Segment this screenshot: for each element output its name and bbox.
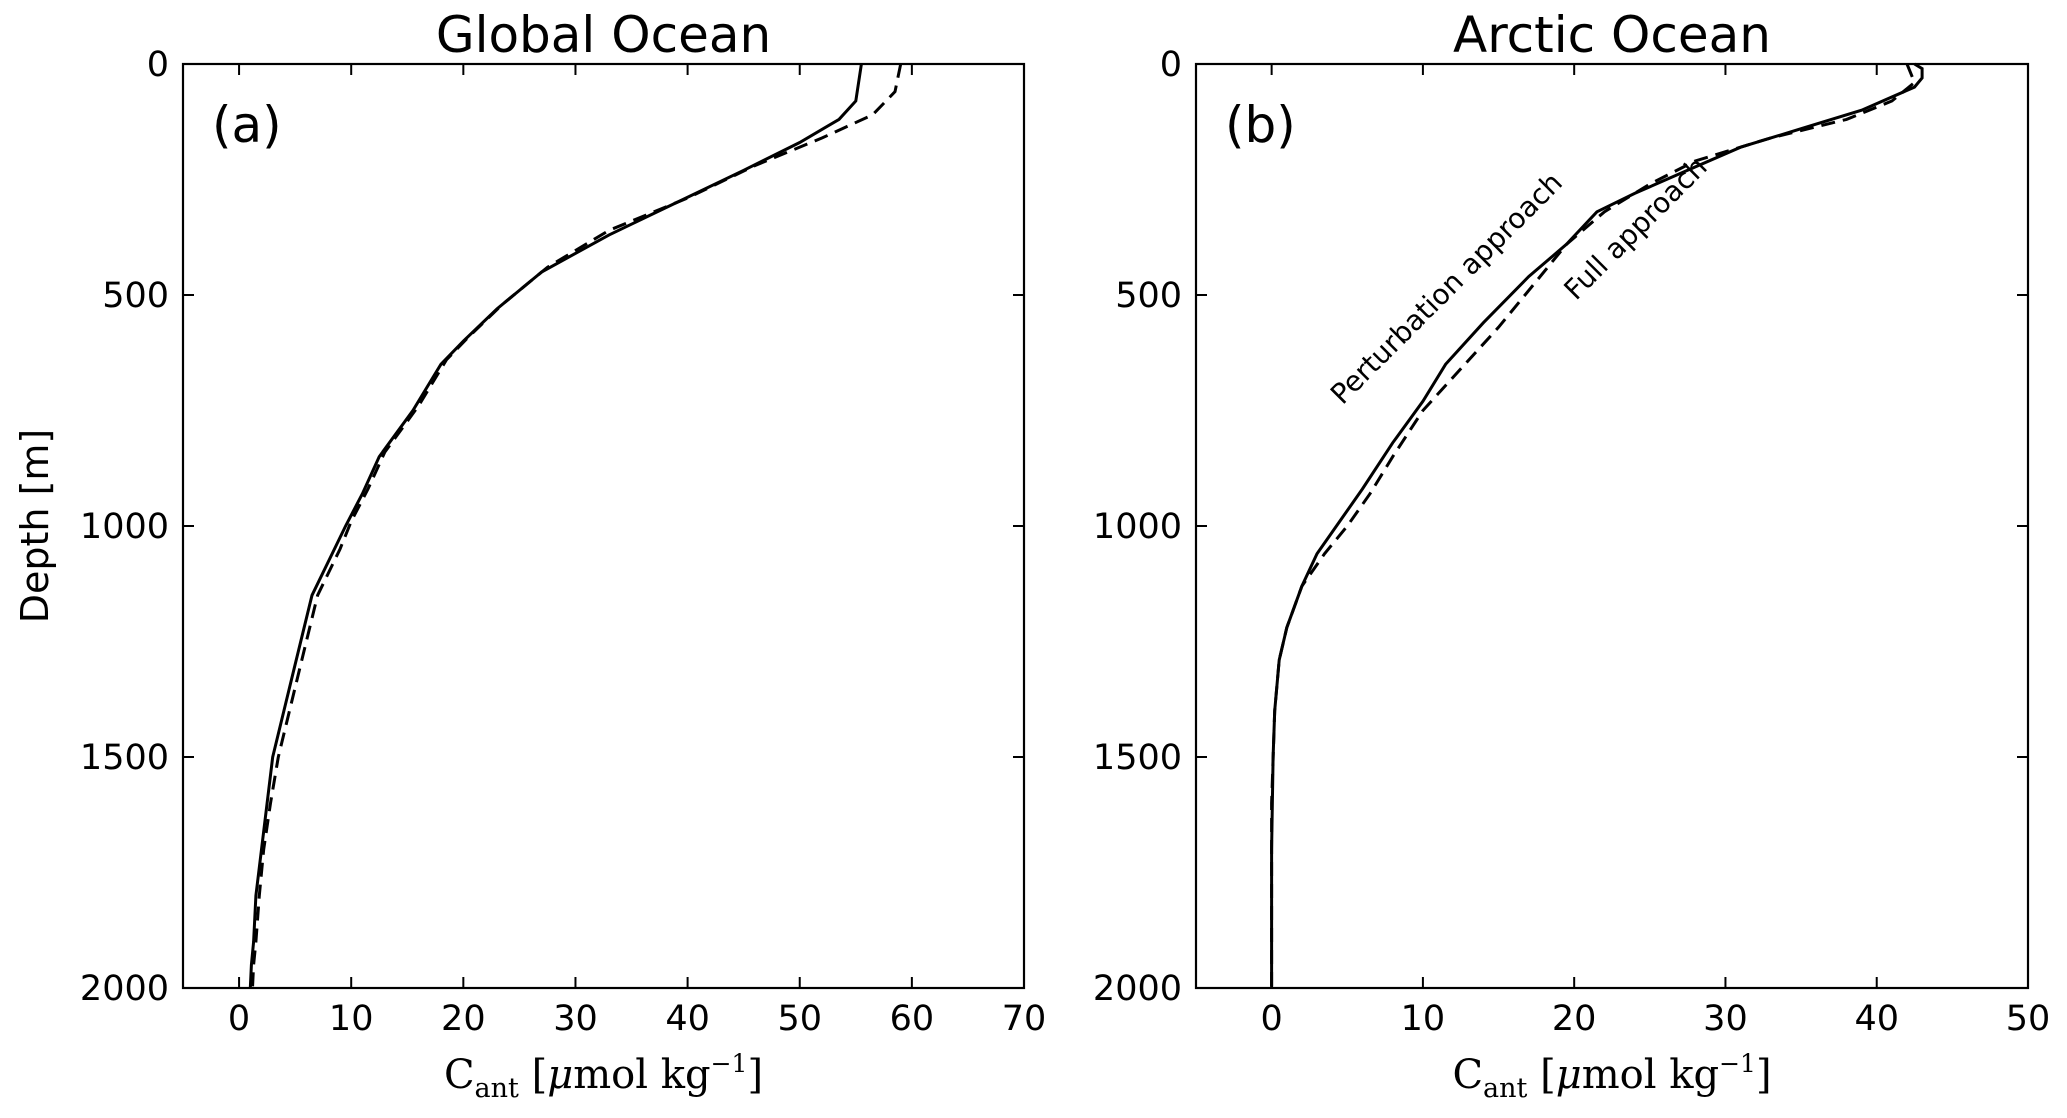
- x-axis-label-mu: μ: [547, 1052, 573, 1098]
- x-tick-label: 20: [441, 999, 486, 1039]
- x-tick-label: 60: [890, 999, 935, 1039]
- x-tick-label: 10: [329, 999, 374, 1039]
- x-axis-label-unit: mol kg: [573, 1052, 710, 1098]
- y-tick-label: 0: [147, 45, 169, 85]
- panel-label: (a): [212, 96, 282, 154]
- plot-frame: [181, 62, 1026, 990]
- series-line-solid: [248, 63, 863, 989]
- y-tick-label: 0: [1160, 45, 1182, 85]
- panel-label: (b): [1225, 96, 1296, 154]
- x-tick-label: 30: [553, 999, 598, 1039]
- plot-frame: [1194, 62, 2030, 990]
- panel-arctic-ocean: Arctic Ocean (b) 0 10 20 30 40 50050010001500…: [1093, 6, 2050, 1104]
- x-axis-label-open: [: [519, 1052, 547, 1098]
- chart-title: Global Ocean: [436, 6, 771, 64]
- y-tick-label: 500: [102, 276, 169, 316]
- x-axis-label-close: ]: [747, 1052, 763, 1098]
- x-axis-label-sub: ant: [1483, 1073, 1527, 1104]
- x-axis-label-sup: −1: [711, 1049, 748, 1078]
- x-tick-label: 0: [228, 999, 250, 1039]
- x-tick-label: 30: [1703, 999, 1748, 1039]
- y-tick-label: 2000: [80, 969, 169, 1009]
- x-tick-label: 40: [1854, 999, 1899, 1039]
- x-axis-label: Cant [μmol kg−1]: [444, 1049, 763, 1104]
- annotation-group: Perturbation approach Full approach: [1324, 150, 1714, 411]
- panel-global-ocean: Global Ocean (a) 0 10 20 30 40 50 60 70 0 500 1000…: [13, 6, 1046, 1104]
- x-tick-label: 0: [1260, 999, 1282, 1039]
- x-tick-label: 70: [1002, 999, 1047, 1039]
- x-axis-label-mu: μ: [1556, 1052, 1582, 1098]
- x-axis-label-open: [: [1527, 1052, 1555, 1098]
- x-axis-label: Cant [μmol kg−1]: [1452, 1049, 1771, 1104]
- x-axis-label-sub: ant: [475, 1073, 519, 1104]
- x-axis-label-main: C: [1452, 1052, 1483, 1098]
- series-group: [248, 63, 903, 989]
- x-axis-label-sup: −1: [1719, 1049, 1756, 1078]
- x-tick-label: 50: [2006, 999, 2051, 1039]
- x-tick-label: 20: [1552, 999, 1597, 1039]
- tick-group: 0 10 20 30 40 50 60 70 0 500 1000 1500 2000: [80, 45, 1046, 1039]
- y-tick-label: 1000: [1093, 507, 1182, 547]
- y-axis-label: Depth [m]: [13, 429, 57, 624]
- x-tick-label: 40: [665, 999, 710, 1039]
- y-tick-label: 2000: [1093, 969, 1182, 1009]
- x-tick-label: 50: [777, 999, 822, 1039]
- series-line-dashed: [1270, 63, 1917, 988]
- series-line-dashed: [251, 63, 903, 989]
- chart-title: Arctic Ocean: [1453, 6, 1771, 64]
- series-line-solid: [1270, 62, 1924, 988]
- x-axis-label-unit: mol kg: [1582, 1052, 1719, 1098]
- y-tick-label: 1500: [80, 738, 169, 778]
- y-tick-label: 1000: [80, 507, 169, 547]
- y-tick-label: 500: [1115, 276, 1182, 316]
- y-tick-label: 1500: [1093, 738, 1182, 778]
- series-group: [1270, 62, 1924, 988]
- x-axis-label-main: C: [444, 1052, 475, 1098]
- x-axis-label-close: ]: [1756, 1052, 1772, 1098]
- x-tick-label: 10: [1401, 999, 1446, 1039]
